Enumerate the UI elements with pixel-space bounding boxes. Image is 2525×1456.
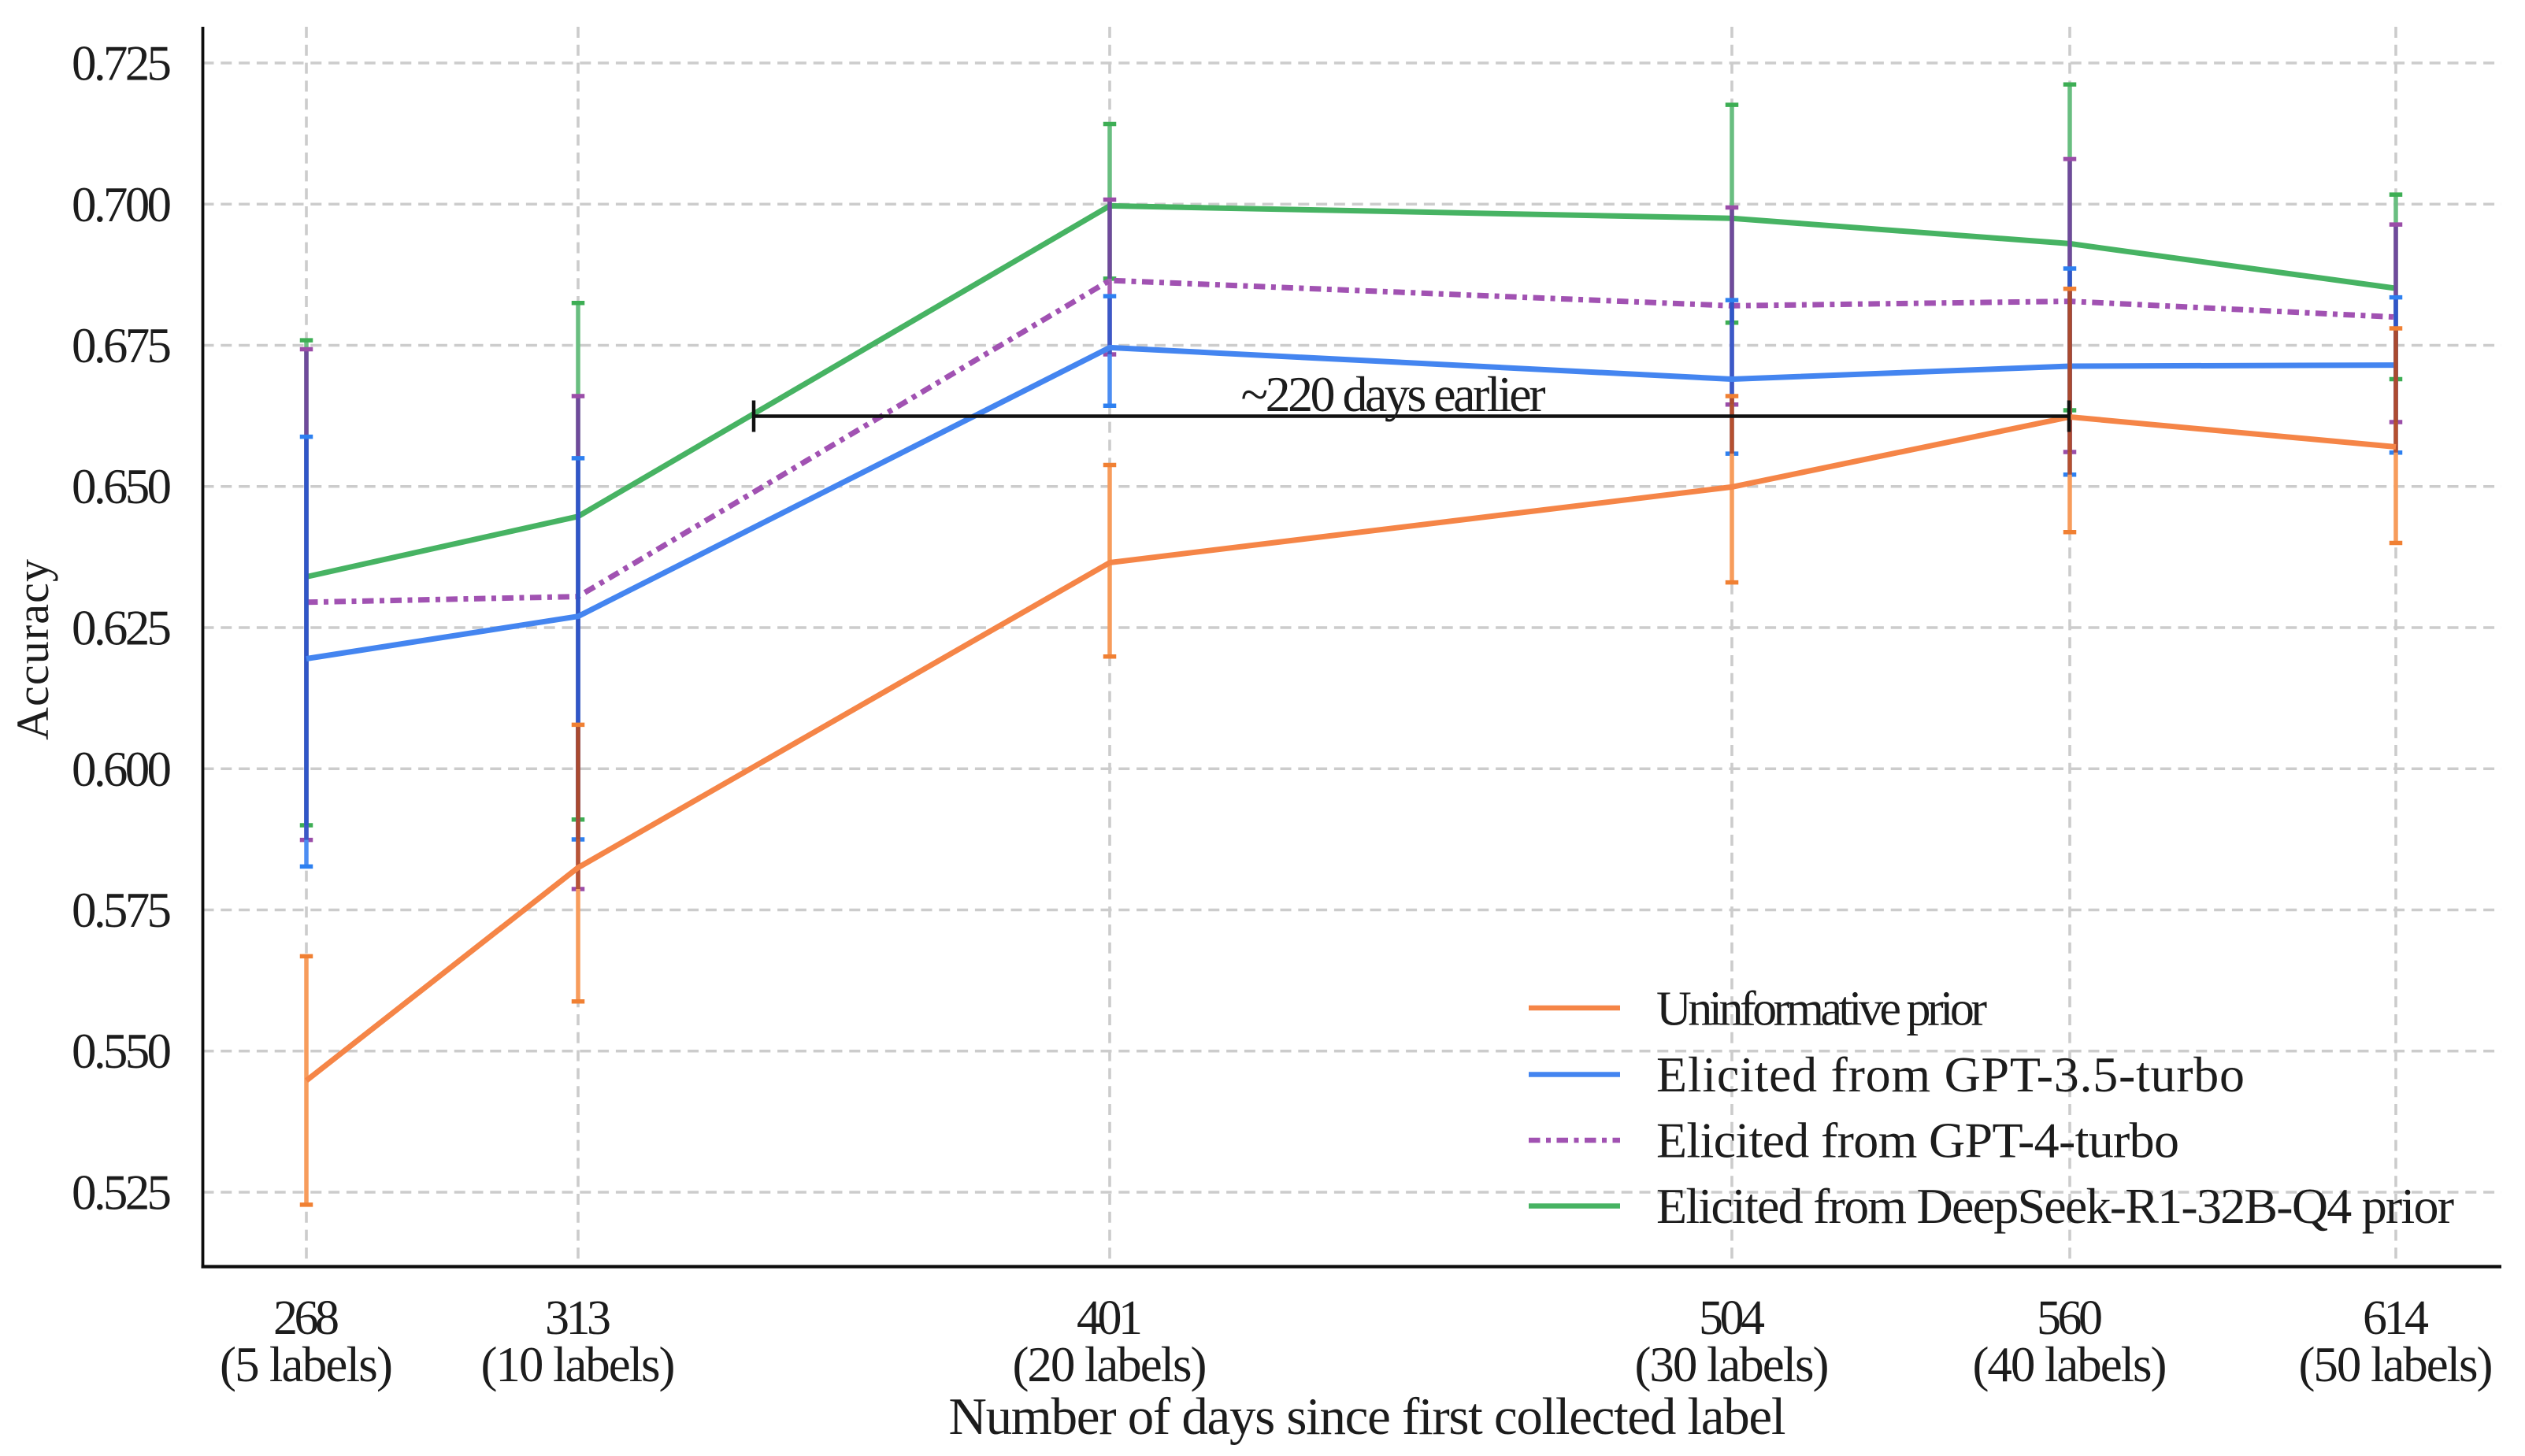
svg-text:0.675: 0.675: [72, 318, 172, 373]
svg-text:0.725: 0.725: [72, 36, 172, 91]
svg-text:313: 313: [545, 1291, 611, 1345]
svg-text:~220 days earlier: ~220 days earlier: [1241, 366, 1546, 422]
svg-text:0.700: 0.700: [72, 177, 172, 232]
svg-text:0.525: 0.525: [72, 1165, 172, 1221]
svg-text:Number of days since first col: Number of days since first collected lab…: [949, 1387, 1786, 1446]
svg-text:0.600: 0.600: [72, 742, 172, 797]
svg-text:(50 labels): (50 labels): [2299, 1337, 2493, 1392]
svg-text:Uninformative prior: Uninformative prior: [1656, 983, 1987, 1036]
svg-text:(20 labels): (20 labels): [1013, 1337, 1207, 1392]
svg-text:Accuracy: Accuracy: [7, 559, 58, 740]
svg-text:(10 labels): (10 labels): [481, 1337, 676, 1392]
svg-text:0.650: 0.650: [72, 459, 172, 514]
svg-text:401: 401: [1077, 1291, 1143, 1345]
svg-text:Elicited from GPT-3.5-turbo: Elicited from GPT-3.5-turbo: [1656, 1047, 2245, 1102]
svg-text:Elicited from DeepSeek-R1-32B-: Elicited from DeepSeek-R1-32B-Q4 prior: [1656, 1178, 2454, 1234]
svg-text:504: 504: [1699, 1291, 1765, 1345]
svg-text:(30 labels): (30 labels): [1635, 1337, 1830, 1392]
svg-text:(5 labels): (5 labels): [220, 1337, 393, 1392]
svg-text:(40 labels): (40 labels): [1973, 1337, 2167, 1392]
svg-text:560: 560: [2037, 1291, 2103, 1345]
svg-text:0.575: 0.575: [72, 883, 172, 938]
svg-text:0.550: 0.550: [72, 1024, 172, 1079]
svg-text:614: 614: [2363, 1291, 2429, 1345]
svg-text:268: 268: [273, 1291, 339, 1345]
svg-text:Elicited from GPT-4-turbo: Elicited from GPT-4-turbo: [1656, 1113, 2179, 1169]
svg-text:0.625: 0.625: [72, 601, 172, 656]
